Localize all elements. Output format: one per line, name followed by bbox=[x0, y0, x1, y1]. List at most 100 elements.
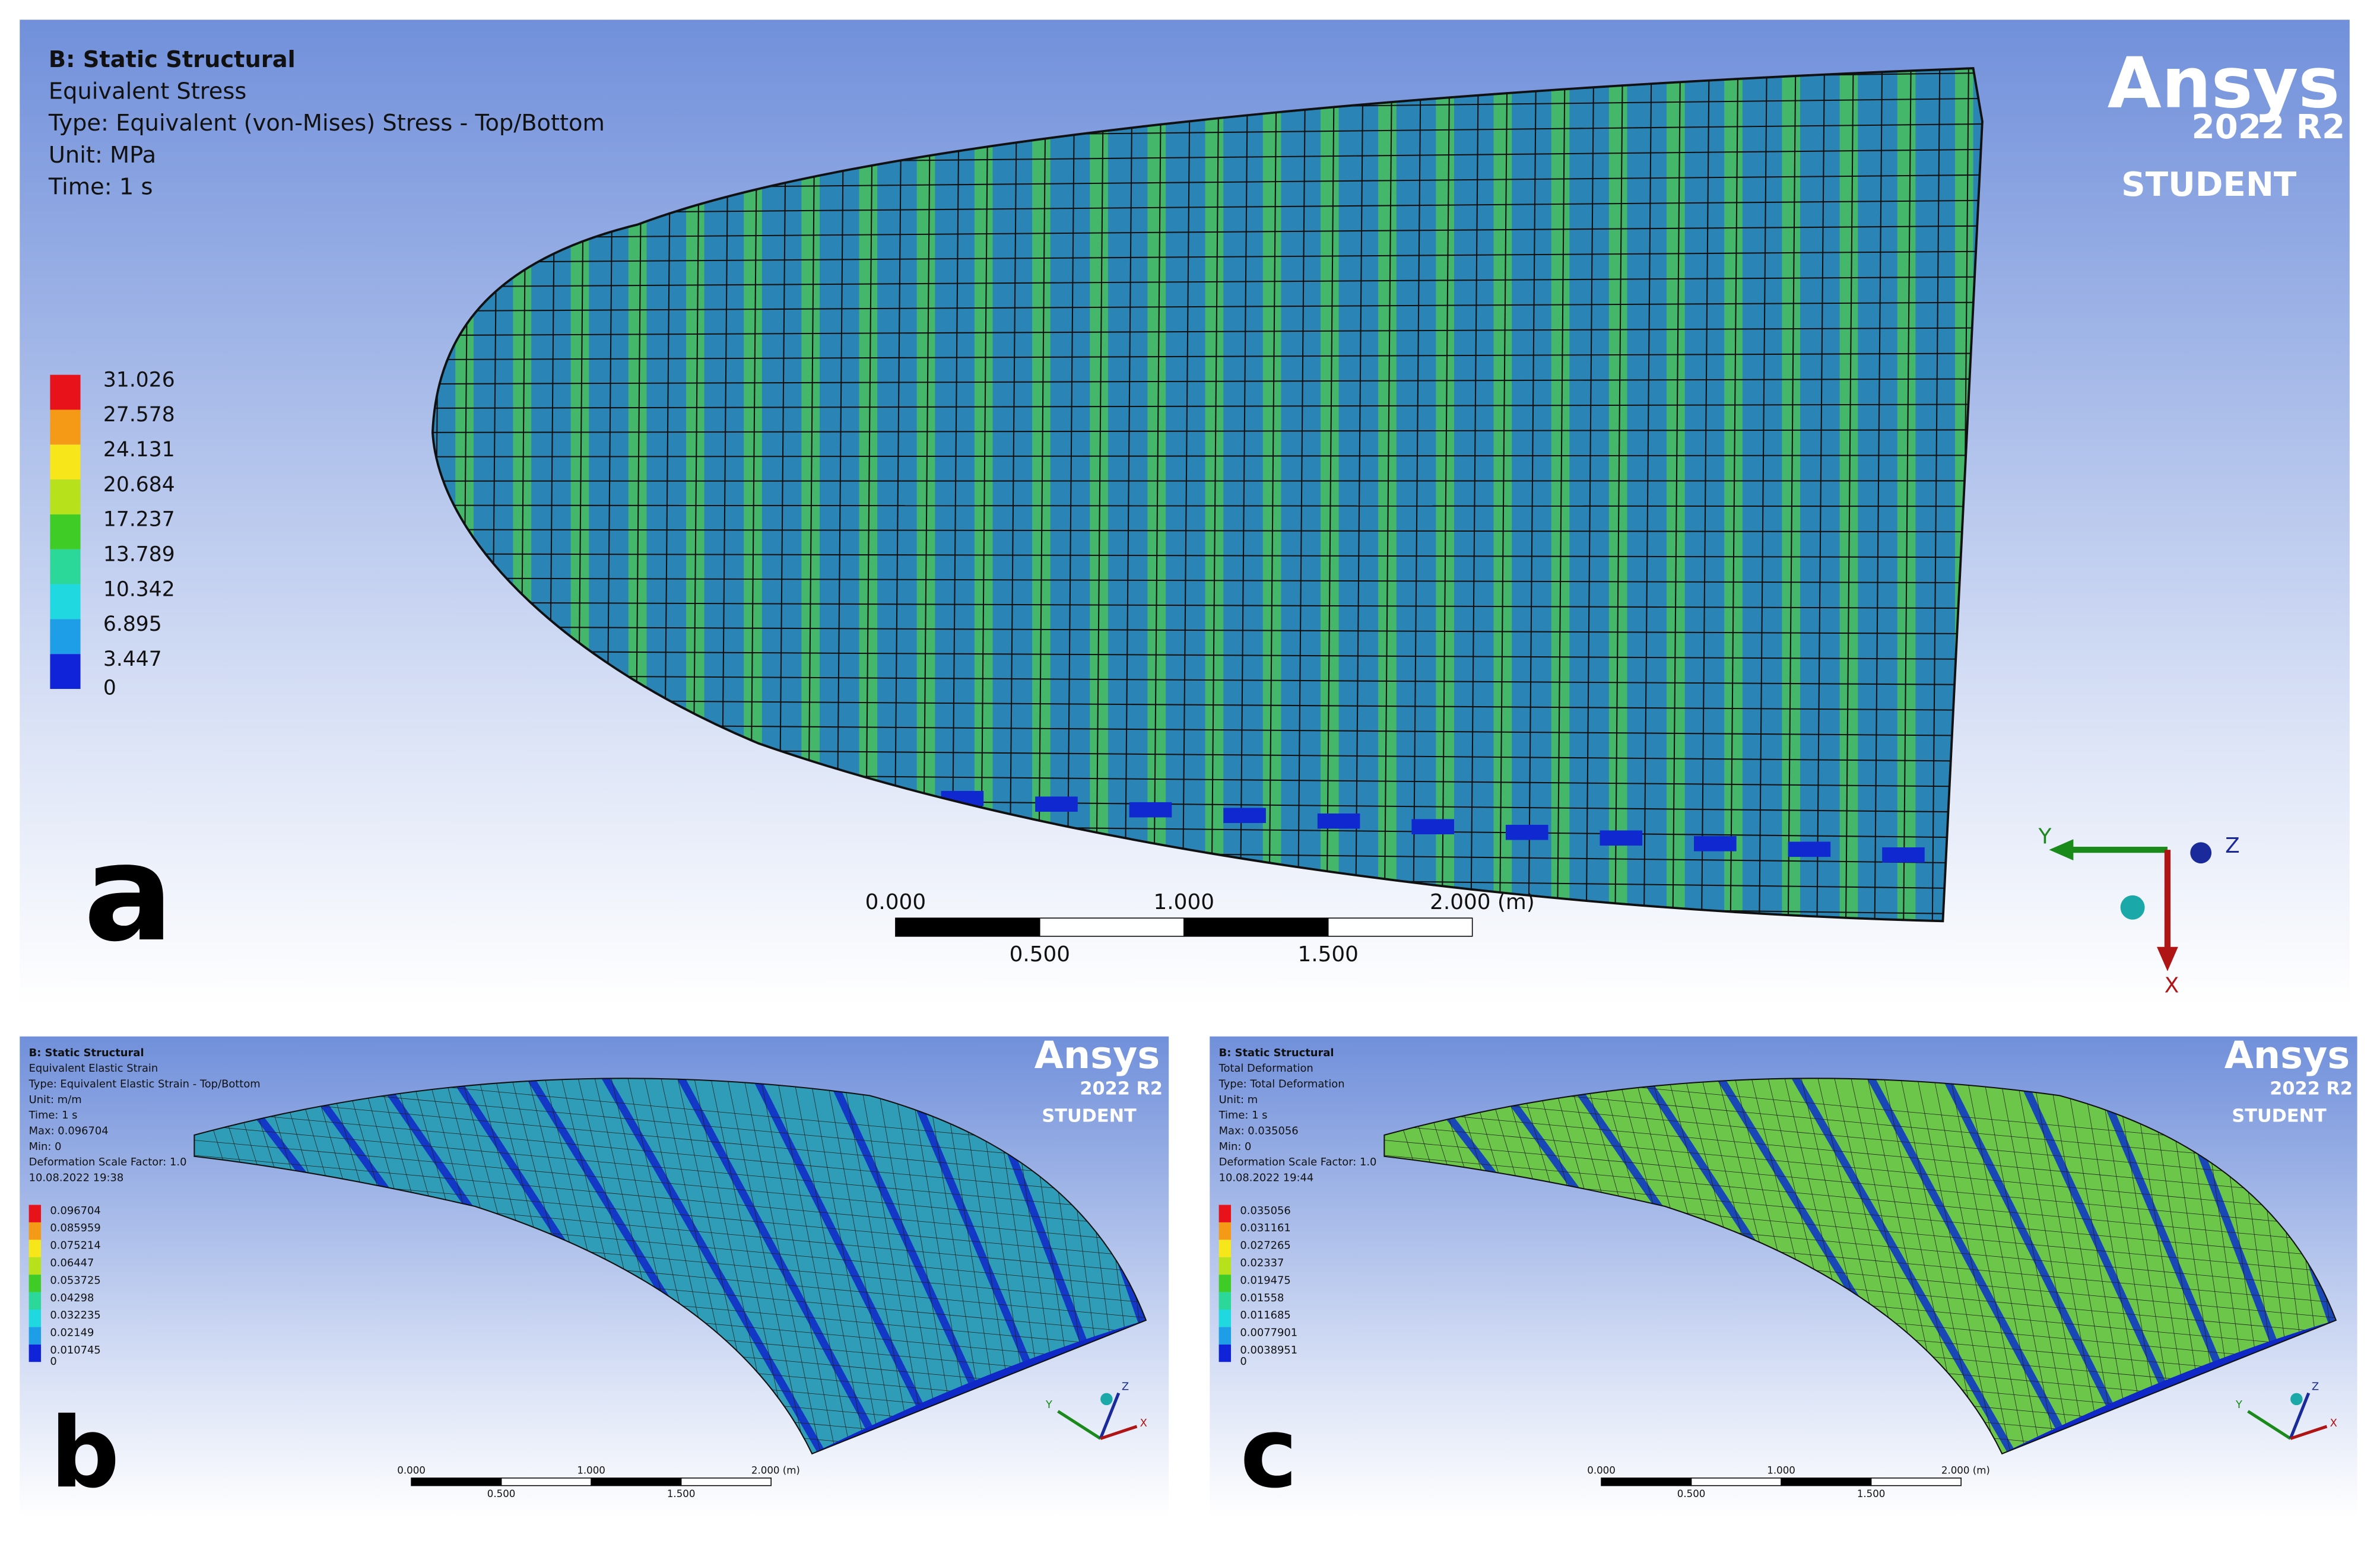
scale-segment bbox=[680, 1478, 772, 1486]
legend-label: 0.027265 bbox=[1240, 1240, 1290, 1252]
header-line: Time: 1 s bbox=[28, 1109, 78, 1121]
legend-label: 0.085959 bbox=[50, 1222, 100, 1234]
legend-label: 0.0038951 bbox=[1240, 1344, 1297, 1356]
mesh-outline bbox=[431, 67, 1984, 923]
mesh-line bbox=[1441, 68, 1451, 922]
mesh-line bbox=[2027, 1078, 2106, 1454]
scale-segment bbox=[500, 1478, 592, 1486]
axis-label: X bbox=[2330, 1417, 2337, 1429]
mesh-outline bbox=[193, 1078, 1147, 1455]
mesh-line bbox=[804, 1078, 886, 1454]
legend-swatch bbox=[50, 374, 81, 410]
header-line: Total Deformation bbox=[1218, 1062, 1313, 1075]
mesh-line bbox=[2011, 1078, 2090, 1454]
legend-swatch bbox=[1218, 1240, 1232, 1257]
axis-label: Z bbox=[1122, 1380, 1129, 1393]
mesh-line bbox=[1384, 1153, 2336, 1245]
stress-band bbox=[1436, 68, 1454, 922]
mesh-line bbox=[194, 1153, 1146, 1245]
mesh-line bbox=[1643, 68, 1652, 922]
logo-brand: Ansys bbox=[2108, 43, 2340, 124]
stress-band bbox=[1378, 68, 1397, 922]
scale-label: 2.000 (m) bbox=[751, 1465, 800, 1476]
legend-swatch bbox=[28, 1257, 42, 1275]
mesh-line bbox=[194, 1107, 1146, 1199]
stress-band bbox=[1090, 68, 1108, 922]
header-line: Time: 1 s bbox=[1218, 1109, 1268, 1121]
mesh-line bbox=[1994, 1078, 2076, 1454]
mesh-line bbox=[432, 698, 1982, 711]
low-stress-patch bbox=[1035, 796, 1078, 812]
legend-label: 0.06447 bbox=[50, 1257, 94, 1269]
legend-swatch bbox=[50, 409, 81, 445]
mesh-line bbox=[1528, 68, 1537, 922]
axis-y bbox=[2247, 1410, 2292, 1440]
scale-label: 0.000 bbox=[1587, 1465, 1616, 1476]
stress-band bbox=[1608, 68, 1627, 922]
stress-band bbox=[916, 68, 935, 922]
panel-letter: c bbox=[1240, 1396, 1297, 1510]
mesh-line bbox=[194, 1092, 1146, 1184]
legend-label: 3.447 bbox=[103, 647, 162, 671]
mesh-line bbox=[787, 1078, 870, 1454]
axis-label: Y bbox=[1045, 1399, 1052, 1411]
stress-band bbox=[1782, 68, 1801, 922]
scale-segment bbox=[1183, 917, 1329, 937]
axis-label: Y bbox=[2038, 825, 2052, 849]
legend-swatch bbox=[50, 584, 81, 619]
axis-z bbox=[1099, 1392, 1121, 1440]
axis-label: X bbox=[1140, 1417, 1147, 1429]
scale-label: 0.500 bbox=[487, 1488, 516, 1499]
stress-band bbox=[974, 68, 993, 922]
mesh-line bbox=[432, 650, 1982, 660]
mesh-line bbox=[1845, 68, 1854, 922]
legend-label: 0.035056 bbox=[1240, 1205, 1290, 1217]
axis-label: Z bbox=[2312, 1380, 2319, 1393]
mesh-line bbox=[432, 250, 1982, 263]
mesh-line bbox=[1297, 68, 1306, 922]
header-line: Type: Equivalent Elastic Strain - Top/Bo… bbox=[28, 1078, 261, 1090]
legend-swatch bbox=[50, 549, 81, 584]
stress-band bbox=[1493, 68, 1512, 922]
header-line: Deformation Scale Factor: 1.0 bbox=[29, 1156, 187, 1168]
axis-y bbox=[1057, 1410, 1102, 1440]
scale-segment bbox=[1327, 917, 1473, 937]
mesh-line bbox=[1787, 68, 1797, 922]
sphere bbox=[2120, 895, 2145, 920]
mesh-line bbox=[432, 675, 1982, 686]
legend-label: 0.02149 bbox=[50, 1327, 94, 1339]
band bbox=[745, 1078, 949, 1454]
low-stress-patch bbox=[1129, 802, 1172, 818]
legend-label: 0.053725 bbox=[50, 1274, 100, 1286]
mesh-line bbox=[1470, 68, 1479, 922]
scale-label: 1.500 bbox=[667, 1488, 696, 1499]
axis-y-head bbox=[2049, 839, 2074, 861]
low-stress-patch bbox=[1788, 841, 1831, 857]
mesh-line bbox=[432, 455, 1982, 457]
scale-label: 1.000 bbox=[1767, 1465, 1795, 1476]
stress-band bbox=[1262, 68, 1281, 922]
mesh-line bbox=[432, 352, 1982, 361]
band bbox=[1935, 1078, 2139, 1454]
legend-swatch bbox=[1218, 1205, 1232, 1222]
scale-label: 0.000 bbox=[865, 890, 926, 914]
mesh-line bbox=[432, 577, 1982, 584]
mesh-line bbox=[1268, 68, 1277, 922]
mesh-line bbox=[754, 1078, 840, 1454]
legend-label: 0.01558 bbox=[1240, 1292, 1284, 1304]
scale-segment bbox=[895, 917, 1040, 937]
stress-band bbox=[1839, 68, 1858, 922]
mesh-line bbox=[1095, 68, 1105, 922]
header-line: 10.08.2022 19:44 bbox=[1219, 1172, 1314, 1184]
legend-swatch bbox=[50, 514, 81, 549]
legend-swatch bbox=[28, 1275, 42, 1292]
mesh-line bbox=[432, 378, 1982, 385]
axis-x-head bbox=[2157, 946, 2178, 971]
legend-swatch bbox=[1218, 1275, 1232, 1292]
scale-segment bbox=[1781, 1478, 1872, 1486]
legend-swatch bbox=[50, 619, 81, 654]
mesh-line bbox=[194, 1123, 1146, 1215]
mesh-outline bbox=[1383, 1078, 2337, 1455]
legend-swatch bbox=[1218, 1327, 1232, 1345]
